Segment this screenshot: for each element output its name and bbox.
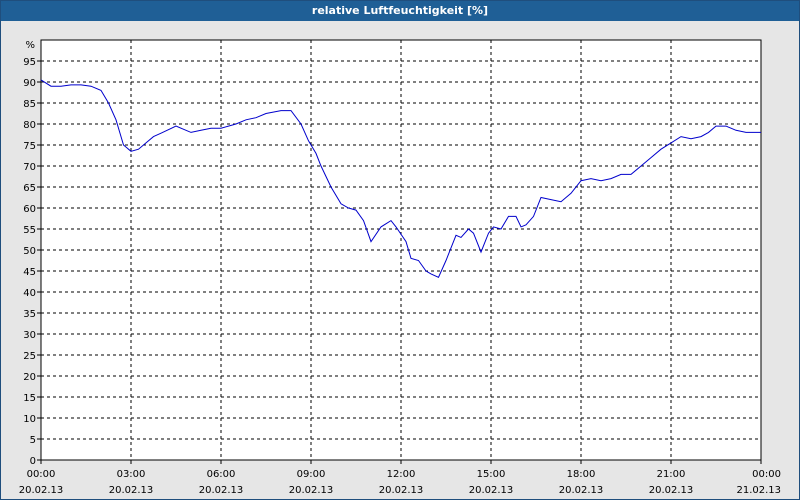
y-tick-label: 80	[23, 120, 36, 131]
chart-title: relative Luftfeuchtigkeit [%]	[1, 1, 799, 21]
x-tick-time-label: 18:00	[567, 469, 596, 480]
x-tick-date-label: 20.02.13	[559, 485, 604, 496]
y-axis-ticks: 0 5 10 15 20 25 30 35 40 45 50 55 60 65 70 75 80 85 90 95	[23, 57, 41, 467]
x-tick-time-label: 21:00	[657, 469, 686, 480]
y-tick-label: 65	[23, 183, 36, 194]
y-tick-label: 5	[30, 435, 36, 446]
y-tick-label: 70	[23, 162, 36, 173]
y-tick-label: 35	[23, 309, 36, 320]
y-tick-label: 20	[23, 372, 36, 383]
x-tick-date-label: 20.02.13	[289, 485, 334, 496]
x-tick-time-label: 15:00	[477, 469, 506, 480]
x-tick-time-label: 00:00	[752, 469, 781, 480]
x-tick-time-label: 12:00	[387, 469, 416, 480]
y-tick-label: 45	[23, 267, 36, 278]
x-tick-time-label: 06:00	[207, 469, 236, 480]
y-tick-label: 55	[23, 225, 36, 236]
x-tick-time-label: 03:00	[117, 469, 146, 480]
y-tick-label: 0	[30, 456, 36, 467]
y-tick-label: 60	[23, 204, 36, 215]
y-tick-label: 15	[23, 393, 36, 404]
y-tick-label: 40	[23, 288, 36, 299]
x-tick-date-label: 20.02.13	[649, 485, 694, 496]
grid-lines	[41, 40, 761, 460]
y-tick-label: 95	[23, 57, 36, 68]
x-tick-date-label: 20.02.13	[379, 485, 424, 496]
y-tick-label: 10	[23, 414, 36, 425]
x-tick-time-label: 00:00	[27, 469, 56, 480]
x-axis-ticks: 00:00 20.02.13 03:00 20.02.13 06:00 20.02.13 0…	[19, 460, 781, 496]
x-tick-date-label: 20.02.13	[469, 485, 514, 496]
y-tick-label: 25	[23, 351, 36, 362]
humidity-series-line	[40, 79, 761, 278]
y-tick-label: 75	[23, 141, 36, 152]
y-tick-label: 50	[23, 246, 36, 257]
y-tick-label: 90	[23, 78, 36, 89]
x-tick-date-label: 20.02.13	[109, 485, 154, 496]
x-tick-date-label: 20.02.13	[199, 485, 244, 496]
x-tick-date-label: 21.02.13	[736, 485, 781, 496]
x-tick-date-label: 20.02.13	[19, 485, 64, 496]
y-tick-label: 85	[23, 99, 36, 110]
y-axis-unit-label: %	[25, 40, 35, 51]
y-tick-label: 30	[23, 330, 36, 341]
x-tick-time-label: 09:00	[297, 469, 326, 480]
